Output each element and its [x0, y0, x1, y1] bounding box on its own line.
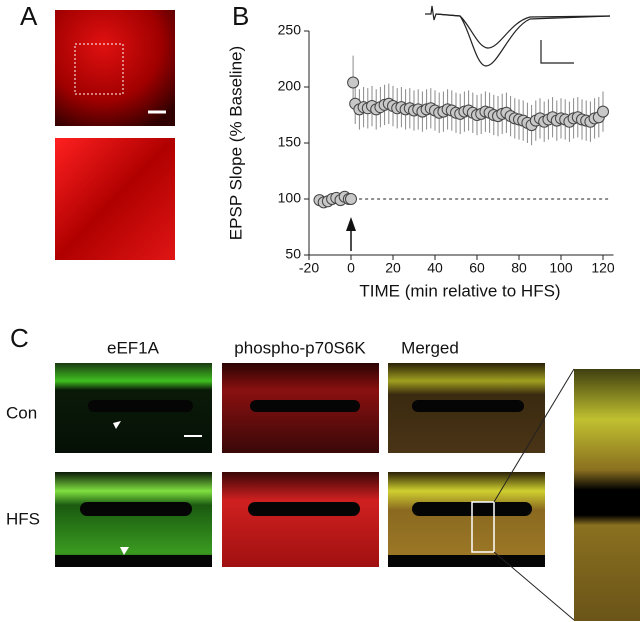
panel-label: A [20, 1, 38, 31]
data-point [597, 105, 609, 118]
row-label: Con [6, 403, 37, 422]
zoom-line [493, 551, 575, 621]
x-tick-label: 0 [347, 260, 355, 276]
panel-label: B [232, 1, 249, 31]
x-tick-label: 60 [469, 260, 485, 276]
dark-band [55, 400, 545, 567]
y-tick-label: 100 [278, 190, 302, 206]
column-label: phospho-p70S6K [234, 338, 366, 357]
micrograph [222, 472, 379, 567]
roi-box [74, 43, 124, 95]
zoom-line [493, 368, 575, 503]
arrowhead [113, 421, 121, 429]
x-tick-label: 20 [385, 260, 401, 276]
y-axis-label: EPSP Slope (% Baseline) [226, 46, 245, 240]
data-point [345, 193, 357, 205]
x-tick-label: 40 [427, 260, 443, 276]
data-point [347, 76, 360, 89]
x-tick-label: 120 [591, 260, 615, 276]
micrograph [388, 472, 545, 567]
micrograph [55, 138, 175, 260]
micrograph [55, 472, 212, 567]
x-tick-label: -20 [299, 260, 319, 276]
column-label: Merged [401, 338, 459, 357]
panel-label: C [10, 323, 29, 353]
roi-box [471, 501, 495, 553]
zoom-micrograph [574, 369, 640, 621]
epsp-trace [425, 5, 611, 67]
stimulus-arrowhead [346, 217, 356, 231]
row-label: HFS [6, 509, 40, 528]
x-tick-label: 100 [549, 260, 573, 276]
y-tick-label: 200 [278, 78, 302, 94]
x-axis-label: TIME (min relative to HFS) [359, 281, 560, 300]
y-tick-label: 50 [285, 246, 301, 262]
y-tick-label: 250 [278, 22, 302, 38]
y-tick-label: 150 [278, 134, 302, 150]
micrograph [55, 10, 175, 126]
x-tick-label: 80 [511, 260, 527, 276]
arrowhead [120, 547, 129, 555]
column-label: eEF1A [107, 338, 160, 357]
